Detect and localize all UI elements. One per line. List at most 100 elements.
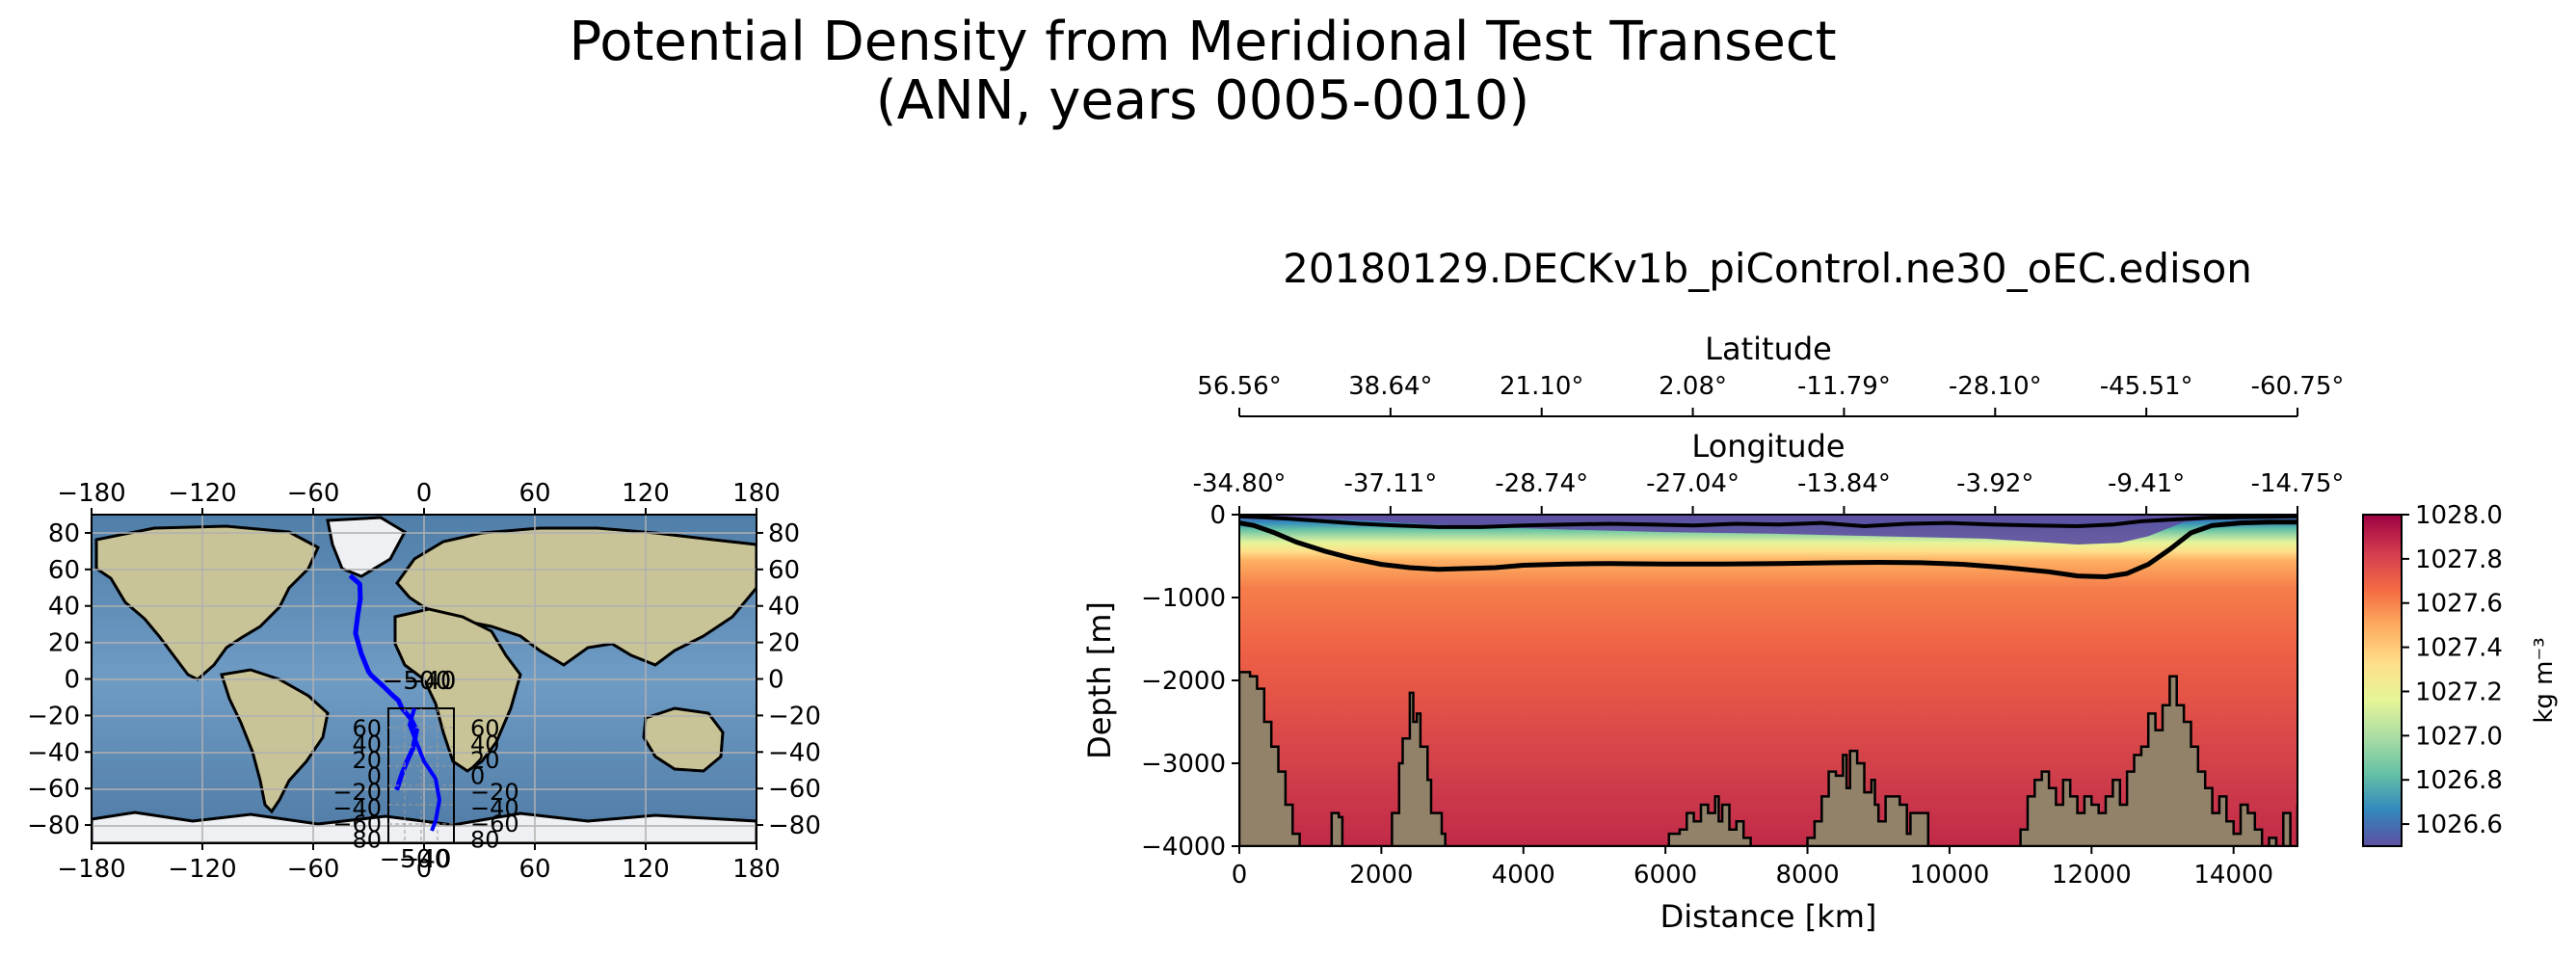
latitude-tick: 21.10° [1500,372,1583,401]
inset-lat-label-left: 80 [352,827,382,854]
colorbar-gradient [2362,514,2403,847]
inset-lat-label-left: 60 [352,715,382,742]
map-lat-ticks-right: 80 60 40 20 0 −20 −40 −60 −80 [757,519,821,840]
colorbar-tick: 1027.4 [2415,634,2503,663]
africa-shape [393,607,522,773]
map-lat-tick-left: −40 [27,738,80,767]
longitude-tick: -13.84° [1797,469,1891,498]
map-lon-tick-top: 180 [732,479,781,508]
colorbar: 1028.0 1027.8 1027.6 1027.4 1027.2 1027.0 1026… [2362,501,2559,847]
map-lat-tick-right: 40 [768,593,800,622]
colorbar-tick: 1028.0 [2415,501,2503,530]
inset-lat-label-left: 40 [352,731,382,758]
map-lat-tick-left: −60 [27,775,80,804]
bathymetry-fill [1239,671,2297,846]
latitude-tick: 38.64° [1348,372,1432,401]
map-lon-tick-bottom: −120 [168,855,236,884]
inset-transect-line [407,707,442,832]
south-america-shape [220,668,330,814]
longitude-axis: Longitude -34.80° -37.11° -28.74° -27.04° -1… [1193,428,2345,516]
section-title: 20180129.DECKv1b_piControl.ne30_oEC.edis… [1283,245,2252,292]
colorbar-tick: 1026.8 [2415,766,2503,795]
distance-tick: 0 [1232,861,1248,890]
colorbar-ticks: 1028.0 1027.8 1027.6 1027.4 1027.2 1027.0 1026… [2402,501,2503,839]
longitude-tick: -37.11° [1343,469,1437,498]
inset-lat-label-left: 0 [367,763,382,790]
colorbar-tick: 1027.2 [2415,678,2503,706]
map-lat-tick-right: −40 [768,738,821,767]
inset-bottom-label-a: −50 [380,845,433,874]
inset-lat-label-left: −40 [332,795,382,822]
map-lon-tick-bottom: −180 [57,855,125,884]
depth-tick: 0 [1209,501,1226,530]
map-lat-tick-left: 80 [48,519,80,548]
map-lat-tick-left: −80 [27,811,80,840]
depth-tick: −2000 [1141,667,1226,696]
colorbar-tick: 1027.6 [2415,590,2503,619]
map-lat-tick-right: 60 [768,556,800,585]
map-lat-tick-left: 60 [48,556,80,585]
distance-tick: 8000 [1775,861,1839,890]
map-lon-tick-bottom: 60 [518,855,550,884]
distance-tick: 14000 [2193,861,2273,890]
map-lat-tick-left: 20 [48,629,80,658]
distance-tick: 4000 [1492,861,1555,890]
latitude-tick: -28.10° [1949,372,2042,401]
map-lat-tick-right: 80 [768,519,800,548]
inset-tick-overlap-b: 0 [436,667,452,696]
inset-lat-label-left: −60 [332,811,382,837]
distance-ticks: 0 2000 4000 6000 8000 10000 12000 14000 [1232,846,2273,890]
australia-shape [642,706,725,773]
latitude-tick: 2.08° [1659,372,1727,401]
density-section: 0 2000 4000 6000 8000 10000 12000 14000 0 −1000 −… [1081,331,2559,935]
distance-tick: 6000 [1633,861,1697,890]
inset-tick-overlap-a: −40 [404,667,457,696]
longitude-tick: -27.04° [1646,469,1739,498]
latitude-tick: 56.56° [1197,372,1281,401]
map-lat-ticks-left: 80 60 40 20 0 −20 −40 −60 −80 [27,519,92,840]
map-lon-tick-top: 120 [622,479,670,508]
inset-lat-label-right: −40 [470,795,519,822]
longitude-axis-label: Longitude [1691,428,1845,465]
map-lon-ticks-top: −180 −120 −60 0 60 120 180 [57,479,781,515]
depth-tick: −1000 [1141,584,1226,613]
inset-gridlines [388,708,454,843]
inset-bottom-label-b: −40 [399,845,452,874]
surface-light-layer [1239,515,2297,545]
longitude-ticks: -34.80° -37.11° -28.74° -27.04° -13.84° -3.92… [1193,469,2345,515]
map-lon-tick-top: 0 [416,479,433,508]
latitude-ticks: 56.56° 38.64° 21.10° 2.08° -11.79° -28.10° -45… [1197,372,2344,416]
map-lat-tick-right: 0 [768,666,784,695]
density-contour-lower [1239,519,2297,580]
map-lon-tick-bottom: 180 [732,855,781,884]
figure-title-line1: Potential Density from Meridional Test T… [569,11,1836,73]
map-lon-tick-bottom: 120 [622,855,670,884]
map-lat-tick-left: 40 [48,593,80,622]
latitude-tick: -45.51° [2100,372,2193,401]
inset-lat-label-right: 80 [470,827,500,854]
map-lon-tick-top: −180 [57,479,125,508]
inset-lat-label-right: −60 [470,811,519,837]
map-lon-ticks-bottom: −180 −120 −60 0 60 120 180 [57,843,781,884]
latitude-tick: -11.79° [1797,372,1891,401]
longitude-tick: -9.41° [2108,469,2185,498]
colorbar-tick: 1027.0 [2415,722,2503,751]
main-tick-overlap: −50 [383,667,436,696]
latitude-axis: Latitude 56.56° 38.64° 21.10° 2.08° -11.79° -… [1197,331,2344,417]
depth-tick: −4000 [1141,833,1226,862]
map-lat-tick-right: −60 [768,775,821,804]
figure-title-line2: (ANN, years 0005-0010) [876,69,1530,132]
colorbar-tick: 1027.8 [2415,545,2503,574]
longitude-tick: -14.75° [2251,469,2345,498]
inset-bottom-label-c: 0 [435,845,451,874]
density-contour-upper [1239,515,2297,529]
inset-lat-label-right: 60 [470,715,500,742]
colorbar-tick: 1026.6 [2415,811,2503,839]
inset-lat-label-right: −20 [470,779,519,806]
map-lon-tick-bottom: 0 [416,855,433,884]
